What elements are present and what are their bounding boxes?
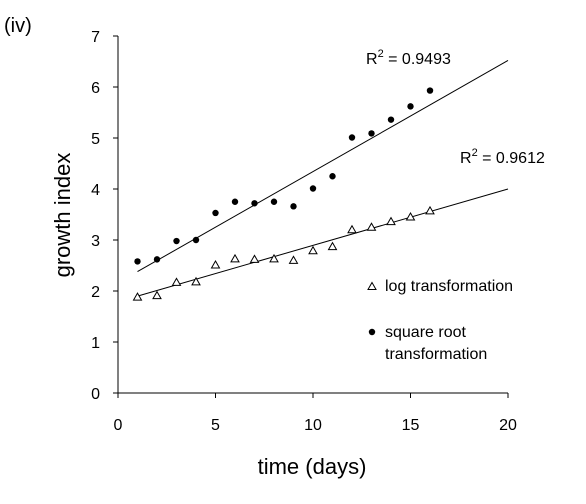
data-point-sqrt <box>387 116 395 123</box>
y-axis-title: growth index <box>50 153 75 278</box>
legend-item-sqrt: square root transformation <box>368 324 487 363</box>
axes <box>113 35 509 398</box>
data-point-log <box>308 245 318 255</box>
r2-superscript: 2 <box>472 147 478 159</box>
y-tick-label: 7 <box>91 29 100 46</box>
data-point-log <box>366 222 377 231</box>
data-point-log <box>191 276 201 286</box>
legend: log transformation square root transform… <box>367 278 513 363</box>
data-point-log <box>425 205 435 215</box>
trendline-log <box>137 188 509 297</box>
data-point-sqrt <box>426 87 434 94</box>
filled-circle-marker <box>368 328 376 336</box>
legend-item-log: log transformation <box>367 278 513 295</box>
r2-value: = 0.9612 <box>478 150 545 167</box>
r2-label: R <box>460 150 472 167</box>
open-triangle-marker <box>367 281 377 290</box>
y-tick-label: 5 <box>91 131 100 148</box>
legend-label: log transformation <box>385 278 513 295</box>
data-point-sqrt <box>192 236 200 244</box>
data-point-log <box>347 224 357 234</box>
data-point-log <box>210 259 221 269</box>
y-tick-label: 1 <box>91 335 100 352</box>
data-point-log <box>386 216 396 226</box>
x-tick-label: 0 <box>114 417 123 434</box>
r2-label: R <box>366 51 378 68</box>
data-point-log <box>288 255 299 264</box>
r2-superscript: 2 <box>378 48 384 60</box>
x-tick-label: 10 <box>304 417 322 434</box>
svg-text:R2 = 0.9612: R2 = 0.9612 <box>460 147 545 167</box>
x-tick-label: 5 <box>211 417 220 434</box>
data-points <box>132 87 435 301</box>
data-point-log <box>171 277 182 286</box>
trendline-sqrt <box>137 60 509 273</box>
data-point-log <box>269 253 279 263</box>
data-point-sqrt <box>270 198 278 205</box>
data-point-sqrt <box>309 185 317 192</box>
x-tick-label: 15 <box>402 417 420 434</box>
data-point-sqrt <box>348 134 356 141</box>
y-tick-label: 0 <box>91 386 100 403</box>
x-tick-label: 20 <box>499 417 517 434</box>
panel-label: (iv) <box>4 15 32 37</box>
data-point-sqrt <box>134 258 141 265</box>
data-point-sqrt <box>368 130 375 137</box>
r2-value: = 0.9493 <box>384 51 451 68</box>
y-tick-label: 3 <box>91 233 100 250</box>
r2-annotation-log: R2 = 0.9612 <box>460 147 545 167</box>
trendlines <box>137 60 509 297</box>
y-tick-label: 2 <box>91 284 100 301</box>
data-point-sqrt <box>290 203 297 210</box>
data-point-sqrt <box>153 256 161 263</box>
svg-text:R2 = 0.9493: R2 = 0.9493 <box>366 48 451 68</box>
y-tick-label: 4 <box>91 182 100 199</box>
data-point-sqrt <box>329 173 336 180</box>
data-point-log <box>152 290 162 300</box>
data-point-sqrt <box>251 200 258 207</box>
legend-label: transformation <box>385 346 487 363</box>
data-point-sqrt <box>231 198 239 205</box>
legend-label: square root <box>385 324 466 341</box>
data-point-log <box>132 292 143 301</box>
data-point-sqrt <box>407 103 414 110</box>
data-point-sqrt <box>212 209 219 217</box>
y-tick-labels: 0 1 2 3 4 5 6 7 <box>91 29 100 403</box>
x-axis-title: time (days) <box>258 454 367 479</box>
r2-annotation-sqrt: R2 = 0.9493 <box>366 48 451 68</box>
data-point-log <box>327 241 338 251</box>
data-point-log <box>405 212 416 221</box>
data-point-log <box>230 253 240 263</box>
x-tick-labels: 0 5 10 15 20 <box>114 417 517 434</box>
data-point-sqrt <box>173 237 180 245</box>
data-point-log <box>249 254 260 263</box>
y-tick-label: 6 <box>91 80 100 97</box>
